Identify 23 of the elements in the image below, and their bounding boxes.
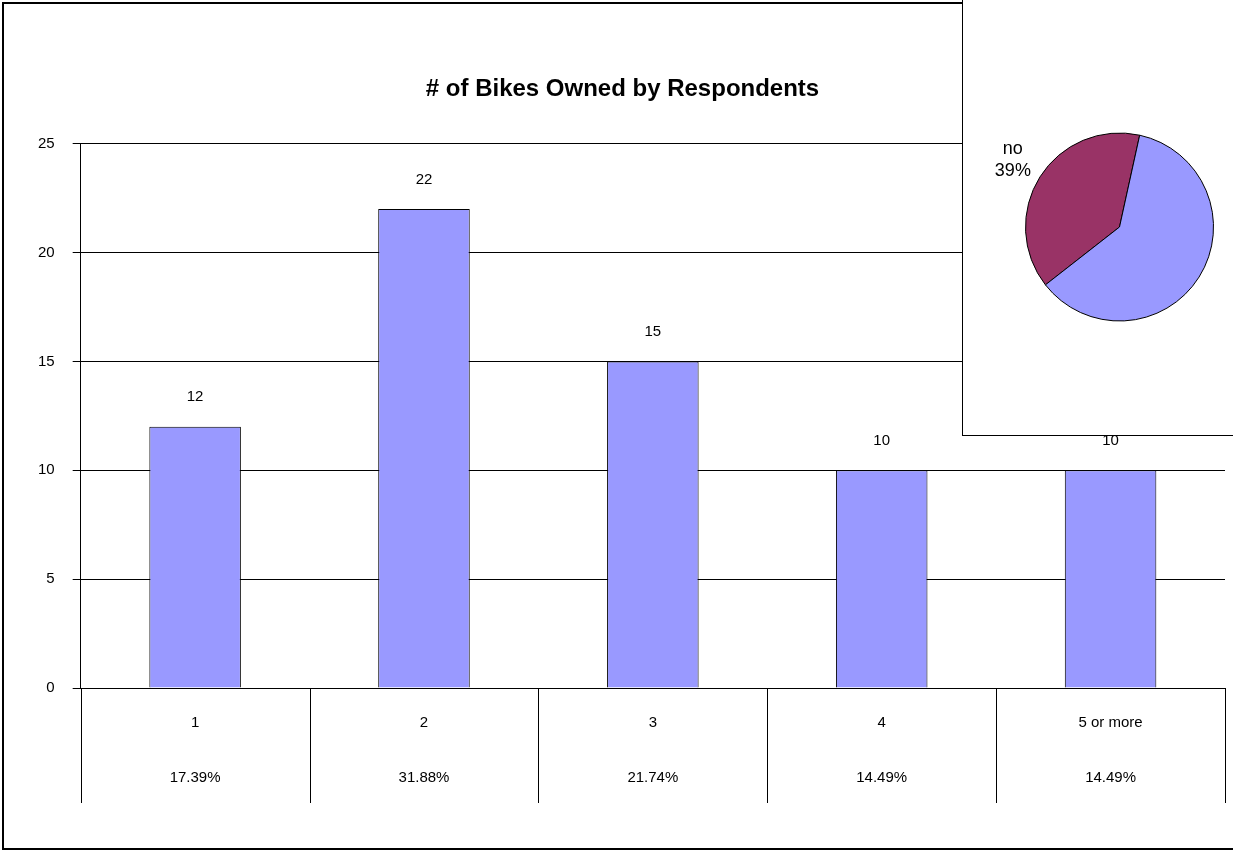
data-label: 39%	[994, 159, 1031, 180]
y-tick-label: 0	[46, 678, 55, 696]
data-label: 12	[186, 387, 204, 405]
x-tick-label: 2	[419, 713, 429, 731]
data-label: 15	[644, 322, 662, 340]
text: 14.49%	[856, 768, 908, 786]
y-tick-label: 25	[38, 133, 55, 151]
text: 14.49%	[1085, 768, 1137, 786]
x-tick-label: 3	[648, 713, 658, 731]
data-label: 22	[415, 169, 433, 187]
slice-label: no	[1002, 137, 1023, 158]
x-tick-label: 5 or more	[1078, 713, 1143, 731]
text: 17.39%	[169, 768, 221, 786]
y-tick-label: 20	[38, 242, 55, 260]
y-tick-label: 15	[38, 351, 55, 369]
x-tick-label: 1	[190, 713, 200, 731]
x-tick-label: 4	[877, 713, 886, 731]
data-label: 10	[873, 430, 891, 448]
y-tick-label: 10	[38, 460, 55, 478]
text: 21.74%	[627, 768, 679, 786]
y-tick-label: 5	[46, 569, 55, 587]
chart-title: # of Bikes Owned by Respondents	[425, 74, 820, 102]
text: 31.88%	[398, 768, 450, 786]
